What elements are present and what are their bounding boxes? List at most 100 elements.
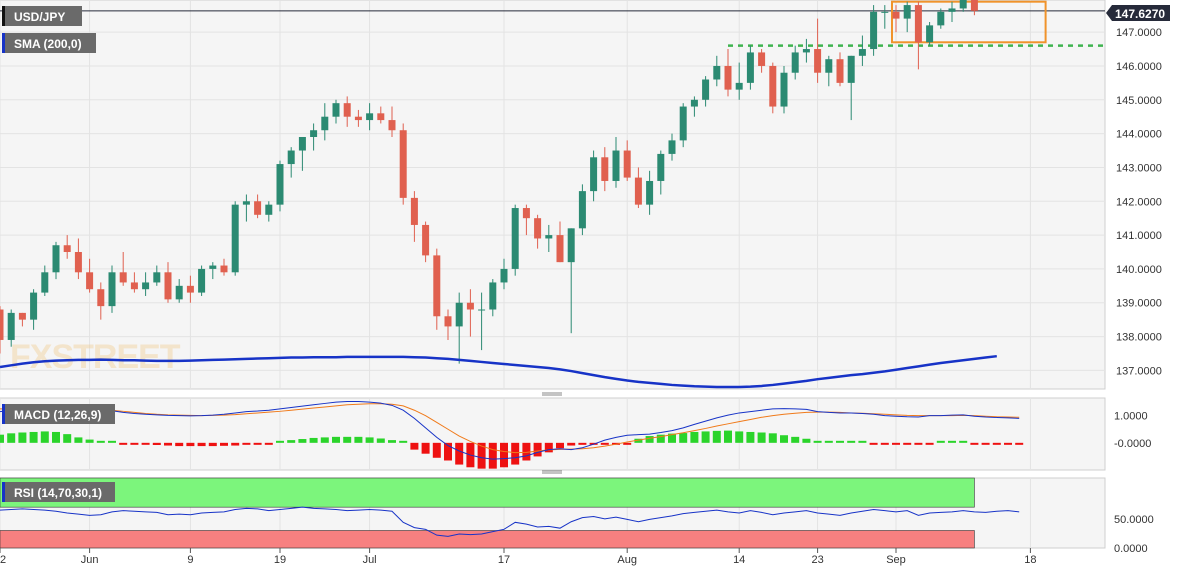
candle-body [399,130,407,198]
panel-resize-handle[interactable] [542,392,562,396]
rsi-tick-label: 50.0000 [1114,514,1154,526]
macd-histogram-bar [992,442,1001,445]
macd-tick-label: 1.0000 [1114,411,1148,423]
macd-histogram-bar [802,438,811,443]
candle-body [623,150,631,178]
candle-body [0,309,4,340]
price-tick-label: 143.0000 [1116,162,1162,174]
macd-histogram-bar [757,432,766,443]
macd-histogram-bar [847,440,856,443]
candle-body [298,136,306,151]
macd-histogram-bar [96,440,105,443]
candle-body [578,191,586,229]
macd-histogram-bar [768,433,777,443]
legend-symbol-label: USD/JPY [14,10,65,24]
candle-body [713,65,721,80]
time-tick-label: 9 [187,554,193,566]
candle-body [321,116,329,131]
time-tick-label: Jun [81,554,99,566]
candle-body [858,49,866,56]
legend-sma-label: SMA (200,0) [14,37,82,51]
macd-histogram-bar [298,439,307,443]
macd-histogram-bar [533,442,542,457]
candle-body [242,201,250,205]
candle-body [343,103,351,117]
candle-body [444,316,452,327]
time-tick-label: 18 [1024,554,1036,566]
macd-histogram-bar [701,431,710,443]
candle-body [74,252,82,273]
macd-histogram-bar [511,442,520,465]
macd-histogram-bar [869,442,878,445]
panel-resize-handle[interactable] [542,470,562,474]
candle-body [825,59,833,73]
candle-body [802,49,810,53]
macd-histogram-bar [309,437,318,443]
macd-histogram-bar [544,442,553,453]
macd-histogram-bar [320,437,329,443]
candle-body [231,204,239,273]
time-tick-label: Aug [617,554,637,566]
axes: 147.0000 146.0000 145.0000 144.0000 143.0000… [0,27,1162,566]
macd-histogram-bar [780,435,788,443]
candle-body [410,197,418,225]
candle-body [590,157,598,192]
time-tick-label: 19 [274,554,286,566]
macd-histogram-bar [567,442,576,446]
rsi-bands [0,477,975,549]
candle-body [466,302,474,310]
candle-body [130,282,138,290]
candle-body [254,201,262,215]
macd-histogram-bar [175,442,184,447]
candle-body [903,5,911,19]
legend-symbol[interactable]: USD/JPY [2,6,82,26]
macd-histogram-bar [18,432,27,443]
candle-body [735,82,743,90]
rsi-tick-label: 0.0000 [1114,543,1148,555]
candle-body [601,157,609,181]
macd-histogram-bar [488,442,497,469]
candle-body [646,180,654,205]
macd-histogram-bar [40,431,49,443]
macd-histogram-bar [444,442,452,461]
macd-histogram-bar [410,442,419,450]
candle-body [679,106,687,141]
price-panel [0,0,1106,390]
legend-sma[interactable]: SMA (200,0) [2,33,96,53]
macd-histogram-bar [690,431,699,443]
macd-histogram-bar [791,436,800,443]
price-tick-label: 145.0000 [1116,95,1162,107]
candle-body [433,255,441,317]
candle-body [545,235,553,239]
candle-body [209,265,217,269]
legend-rsi[interactable]: RSI (14,70,30,1) [2,482,115,502]
macd-histogram-bar [63,434,72,443]
macd-histogram-bar [668,433,676,443]
candle-body [63,245,71,253]
candle-body [478,309,486,311]
macd-histogram-bar [600,442,609,445]
candle-body [422,224,430,256]
candle-body [511,208,519,269]
legend-macd[interactable]: MACD (12,26,9) [2,404,115,424]
candle-body [220,265,228,273]
candle-body [959,0,967,9]
candle-body [881,11,889,13]
candle-body [657,153,665,181]
macd-histogram-bar [365,437,374,443]
macd-histogram-bar [421,442,430,454]
price-tick-label: 147.0000 [1116,27,1162,39]
macd-histogram-bar [836,440,844,443]
candle-body [164,272,172,300]
candle-body [142,282,150,290]
macd-histogram-bar [892,442,900,445]
candle-body [937,11,945,26]
candle-body [287,150,295,165]
macd-histogram-bar [578,442,587,445]
rsi-oversold-zone [0,530,975,549]
candle-body [522,208,530,219]
macd-histogram-bar [1004,442,1012,445]
macd-histogram-bar [746,431,755,443]
macd-histogram-bar [0,434,4,443]
candle-body [567,228,575,263]
